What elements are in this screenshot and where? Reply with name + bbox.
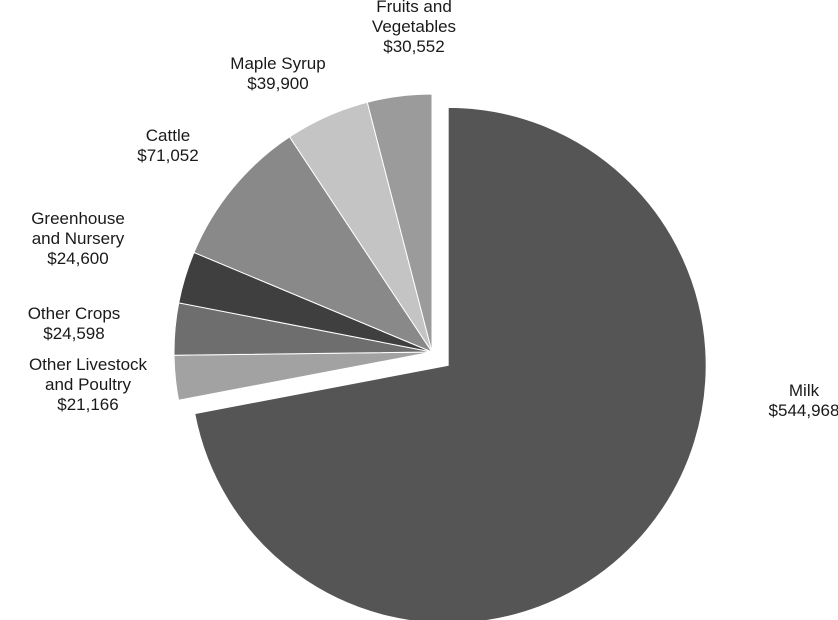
slice-milk — [194, 106, 707, 620]
label-other-livestock-and-poultry: Other Livestock and Poultry $21,166 — [29, 355, 148, 414]
label-other-crops: Other Crops $24,598 — [28, 304, 121, 343]
pie-labels: Milk $544,968 Other Livestock and Poultry $2… — [28, 0, 838, 420]
label-cattle: Cattle $71,052 — [137, 126, 198, 165]
pie-slices — [173, 93, 707, 620]
label-fruits-and-vegetables: Fruits and Vegetables $30,552 — [372, 0, 456, 56]
slice-cattle — [193, 136, 434, 354]
slice-fruits-and-vegetables — [366, 93, 433, 353]
label-maple-syrup: Maple Syrup $39,900 — [230, 54, 325, 93]
label-milk: Milk $544,968 — [769, 381, 838, 420]
label-greenhouse-and-nursery: Greenhouse and Nursery $24,600 — [31, 209, 125, 268]
